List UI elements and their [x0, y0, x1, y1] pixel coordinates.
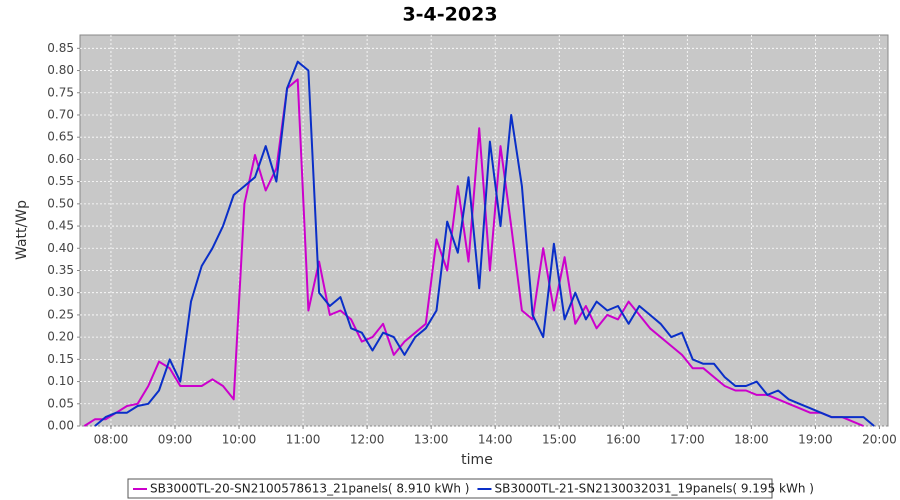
- x-tick-label: 17:00: [670, 433, 705, 447]
- y-tick-label: 0.50: [47, 196, 74, 210]
- y-tick-label: 0.70: [47, 107, 74, 121]
- x-tick-label: 12:00: [350, 433, 385, 447]
- y-tick-label: 0.40: [47, 241, 74, 255]
- series-line: [94, 60, 875, 427]
- y-tick-label: 0.45: [47, 219, 74, 233]
- x-tick-label: 20:00: [862, 433, 897, 447]
- y-tick-label: 0.80: [47, 63, 74, 77]
- chart-title: 3-4-2023: [402, 4, 497, 26]
- x-tick-label: 13:00: [414, 433, 449, 447]
- y-tick-label: 0.55: [47, 174, 74, 188]
- series-line: [83, 78, 864, 427]
- x-tick-label: 10:00: [222, 433, 257, 447]
- x-tick-label: 08:00: [94, 433, 129, 447]
- x-tick-label: 19:00: [798, 433, 833, 447]
- legend-label: SB3000TL-20-SN2100578613_21panels( 8.910…: [150, 482, 469, 496]
- y-tick-label: 0.05: [47, 396, 74, 410]
- x-tick-label: 15:00: [542, 433, 577, 447]
- y-tick-label: 0.75: [47, 85, 74, 99]
- y-tick-label: 0.15: [47, 352, 74, 366]
- legend: [127, 478, 773, 499]
- y-tick-label: 0.00: [47, 419, 74, 433]
- y-tick-label: 0.25: [47, 307, 74, 321]
- y-tick-label: 0.10: [47, 374, 74, 388]
- y-tick-label: 0.65: [47, 130, 74, 144]
- y-tick-label: 0.20: [47, 330, 74, 344]
- y-tick-label: 0.60: [47, 152, 74, 166]
- x-tick-label: 14:00: [478, 433, 513, 447]
- x-tick-label: 18:00: [734, 433, 769, 447]
- y-axis-label: Watt/Wp: [14, 200, 30, 260]
- y-tick-label: 0.30: [47, 285, 74, 299]
- y-tick-label: 0.85: [47, 41, 74, 55]
- x-axis-label: time: [461, 452, 493, 468]
- y-tick-label: 0.35: [47, 263, 74, 277]
- x-tick-label: 16:00: [606, 433, 641, 447]
- x-tick-label: 09:00: [158, 433, 193, 447]
- legend-label: SB3000TL-21-SN2130032031_19panels( 9.195…: [494, 482, 813, 496]
- x-tick-label: 11:00: [286, 433, 321, 447]
